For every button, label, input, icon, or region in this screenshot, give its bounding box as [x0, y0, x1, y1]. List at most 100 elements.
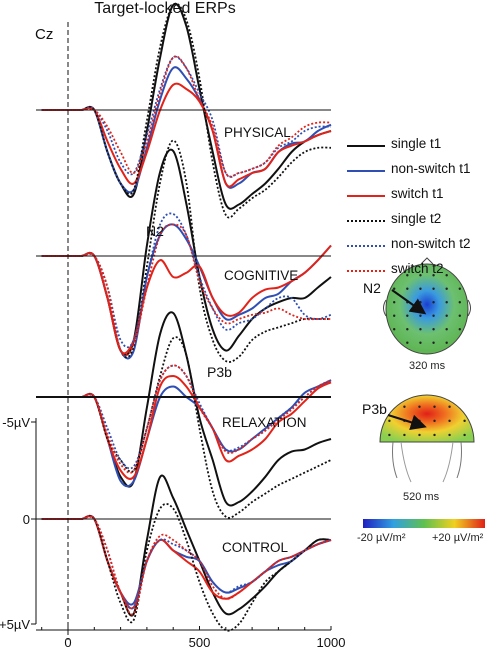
annotation-p3b: P3b [207, 364, 232, 380]
electrode-dot [445, 328, 448, 331]
legend-label: switch t2 [391, 261, 444, 276]
legend-item: non-switch t1 [347, 159, 487, 184]
trace-cognitive-non-switch-t1 [41, 223, 332, 360]
legend-swatch [347, 220, 385, 222]
erp-traces [41, 2, 332, 632]
trace-relaxation-single-t1 [41, 311, 332, 507]
x-tick-label: 1000 [317, 635, 346, 650]
electrode-dot [433, 405, 436, 408]
trace-cognitive-single-t2 [41, 139, 331, 363]
electrode-dot [393, 301, 396, 304]
electrode-dot [406, 274, 409, 277]
electrode-dot [445, 287, 448, 290]
electrode-dot [393, 314, 396, 317]
trace-control-single-t2 [41, 503, 332, 632]
electrode-dot [432, 328, 435, 331]
panel-label-relaxation: RELAXATION [222, 415, 307, 430]
electrode-dot [463, 419, 466, 423]
electrode-dot [448, 419, 451, 423]
electrode-dot [406, 341, 409, 344]
electrode-dot [432, 341, 435, 344]
electrode-dot [419, 274, 422, 277]
legend-item: non-switch t2 [347, 234, 487, 259]
electrode-dot [419, 328, 422, 331]
electrode-dot [445, 314, 448, 317]
trace-physical-single-t1 [41, 2, 332, 210]
legend-item: single t2 [347, 209, 487, 234]
axes: PHYSICAL COGNITIVE RELAXATION CONTROL -5µV 0 +… [0, 22, 345, 650]
electrode-dot [418, 433, 421, 437]
topomap-n2-label: N2 [363, 280, 381, 296]
electrode-dot [445, 301, 448, 304]
legend-item: switch t1 [347, 184, 487, 209]
electrode-dot [406, 287, 409, 290]
trace-relaxation-switch-t2 [41, 364, 332, 474]
legend-label: switch t1 [391, 186, 444, 201]
electrode-dot [458, 314, 461, 317]
electrode-dot [433, 419, 436, 423]
topomap-p3b-label: P3b [362, 401, 387, 417]
electrode-dot [418, 419, 421, 423]
trace-control-switch-t2 [41, 515, 332, 616]
legend-swatch [347, 245, 385, 247]
electrode-dot [445, 274, 448, 277]
electrode-dot [448, 433, 451, 437]
electrode-dot [419, 287, 422, 290]
electrode-dot [458, 328, 461, 331]
colorbar [363, 519, 485, 528]
electrode-dot [406, 328, 409, 331]
legend-label: non-switch t2 [391, 236, 471, 251]
legend-item: single t1 [347, 134, 487, 159]
electrode-dot [432, 274, 435, 277]
topomap-p3b [379, 394, 475, 483]
colorbar-min-label: -20 µV/m² [357, 532, 406, 544]
trace-physical-non-switch-t2 [41, 55, 332, 178]
electrode-dot [432, 287, 435, 290]
legend-swatch [347, 195, 385, 197]
electrode-dot [445, 341, 448, 344]
x-tick-label: 500 [189, 635, 211, 650]
legend-label: single t2 [391, 211, 442, 226]
electrode-dot [393, 287, 396, 290]
electrode-dot [403, 433, 406, 437]
electrode-dot [393, 328, 396, 331]
electrode-dot [458, 301, 461, 304]
trace-physical-switch-t2 [41, 55, 332, 178]
panel-label-cognitive: COGNITIVE [224, 268, 298, 283]
legend-swatch [347, 145, 385, 147]
channel-label: Cz [35, 26, 54, 43]
electrode-dot [388, 419, 391, 423]
panel-label-physical: PHYSICAL [224, 125, 291, 140]
electrode-dot [463, 433, 466, 437]
panel-label-control: CONTROL [222, 540, 288, 555]
legend-swatch [347, 170, 385, 172]
legend-item: switch t2 [347, 259, 487, 284]
electrode-dot [419, 301, 422, 304]
electrode-dot [433, 433, 436, 437]
electrode-dot [458, 287, 461, 290]
trace-cognitive-switch-t2 [41, 223, 331, 357]
electrode-dot [432, 301, 435, 304]
trace-physical-single-t2 [41, 2, 332, 219]
electrode-dot [448, 405, 451, 408]
electrode-dot [419, 341, 422, 344]
x-tick-label: 0 [64, 635, 71, 650]
legend: single t1 non-switch t1 switch t1 single t2… [347, 134, 487, 284]
annotation-n2: N2 [146, 223, 164, 239]
electrode-dot [406, 314, 409, 317]
y-tick-label: -5µV [2, 415, 30, 430]
legend-label: single t1 [391, 136, 442, 151]
electrode-dot [432, 314, 435, 317]
electrode-dot [419, 314, 422, 317]
y-tick-label: +5µV [0, 617, 30, 632]
figure-title: Target-locked ERPs [94, 0, 236, 17]
electrode-dot [403, 405, 406, 408]
legend-swatch [347, 270, 385, 272]
electrode-dot [388, 433, 391, 437]
colorbar-max-label: +20 µV/m² [432, 532, 484, 544]
legend-label: non-switch t1 [391, 161, 471, 176]
topomap-n2 [383, 257, 471, 355]
topomap-n2-time: 320 ms [409, 360, 446, 372]
y-tick-label: 0 [23, 512, 30, 527]
